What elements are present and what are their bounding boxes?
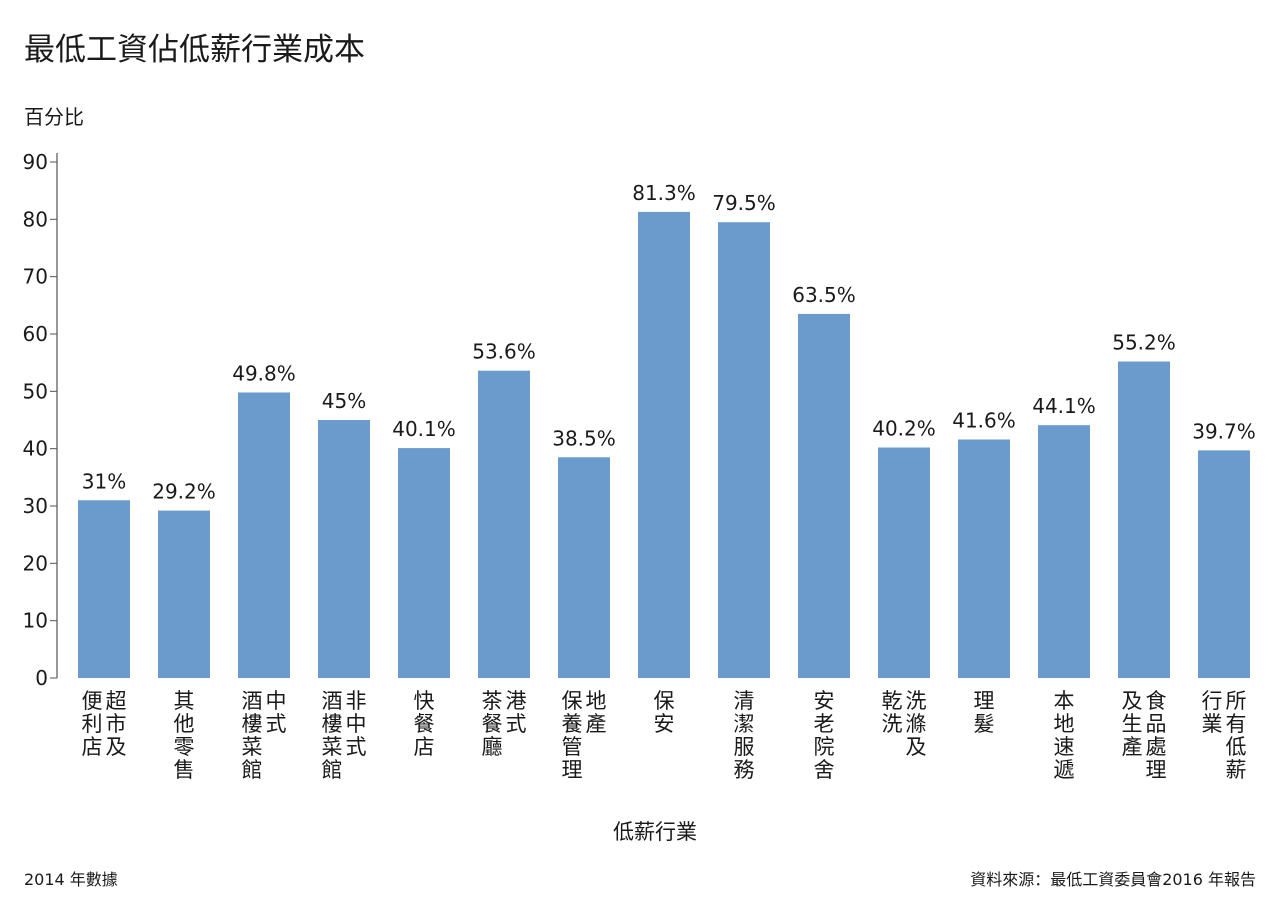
category-label-column: 所有低薪 bbox=[1225, 689, 1247, 782]
source-note: 資料來源：最低工資委員會2016 年報告 bbox=[970, 870, 1256, 889]
category-label: 快餐店 bbox=[413, 690, 435, 759]
category-label: 安老院舍 bbox=[813, 690, 835, 782]
data-label: 53.6% bbox=[472, 340, 536, 364]
data-label: 49.8% bbox=[232, 361, 296, 385]
y-tick-label: 80 bbox=[23, 207, 48, 231]
category-label: 洗滌及乾洗 bbox=[881, 690, 927, 759]
category-label-column: 保養管理 bbox=[561, 689, 583, 782]
y-tick-label: 40 bbox=[23, 437, 48, 461]
category-label-column: 洗滌及 bbox=[905, 689, 927, 759]
category-label: 食品處理及生產 bbox=[1121, 690, 1167, 782]
category-label: 港式茶餐廳 bbox=[481, 690, 527, 759]
bar bbox=[478, 370, 530, 678]
bar bbox=[398, 448, 450, 678]
y-axis-label: 百分比 bbox=[24, 105, 84, 129]
category-label-column: 安老院舍 bbox=[813, 689, 835, 782]
bar bbox=[798, 313, 850, 678]
bar bbox=[78, 500, 130, 678]
bar bbox=[158, 510, 210, 678]
bar bbox=[558, 457, 610, 678]
category-label: 非中式酒樓菜館 bbox=[321, 690, 367, 782]
data-label: 44.1% bbox=[1032, 394, 1096, 418]
category-label-column: 超市及 bbox=[105, 689, 127, 759]
y-tick-label: 50 bbox=[23, 379, 48, 403]
chart-title: 最低工資佔低薪行業成本 bbox=[24, 32, 365, 68]
category-label-column: 行業 bbox=[1201, 689, 1223, 736]
data-label: 81.3% bbox=[632, 181, 696, 205]
y-tick-label: 20 bbox=[23, 551, 48, 575]
category-label-column: 便利店 bbox=[81, 689, 103, 759]
data-label: 29.2% bbox=[152, 480, 216, 504]
data-label: 39.7% bbox=[1192, 419, 1256, 443]
data-label: 63.5% bbox=[792, 283, 856, 307]
category-label-column: 其他零售 bbox=[173, 689, 195, 782]
category-label-column: 酒樓菜館 bbox=[321, 689, 343, 782]
y-tick-label: 90 bbox=[23, 150, 48, 174]
category-label-column: 乾洗 bbox=[881, 689, 903, 736]
data-label: 55.2% bbox=[1112, 331, 1176, 355]
category-label-column: 茶餐廳 bbox=[481, 689, 503, 759]
y-tick-label: 70 bbox=[23, 265, 48, 289]
category-label-column: 港式 bbox=[505, 689, 527, 736]
category-label: 中式酒樓菜館 bbox=[241, 690, 287, 782]
y-tick-label: 10 bbox=[23, 609, 48, 633]
data-label: 40.1% bbox=[392, 417, 456, 441]
category-label: 保安 bbox=[653, 690, 675, 736]
bar bbox=[638, 211, 690, 678]
data-year-note: 2014 年數據 bbox=[24, 870, 118, 889]
x-axis-label: 低薪行業 bbox=[613, 820, 697, 844]
category-label: 地產保養管理 bbox=[561, 690, 607, 782]
y-tick-label: 30 bbox=[23, 494, 48, 518]
bar bbox=[1038, 425, 1090, 678]
category-label: 清潔服務 bbox=[733, 690, 755, 782]
bar bbox=[878, 447, 930, 678]
category-label: 理髮 bbox=[973, 690, 995, 736]
bar bbox=[1198, 450, 1250, 678]
category-label-column: 酒樓菜館 bbox=[241, 689, 263, 782]
data-label: 45% bbox=[322, 389, 366, 413]
bar bbox=[238, 392, 290, 678]
category-label-column: 中式 bbox=[265, 689, 287, 736]
category-label-column: 快餐店 bbox=[413, 689, 435, 759]
data-label: 41.6% bbox=[952, 408, 1016, 432]
category-label-column: 食品處理 bbox=[1145, 689, 1167, 782]
category-label: 其他零售 bbox=[173, 690, 195, 782]
category-label: 超市及便利店 bbox=[81, 690, 127, 759]
data-label: 31% bbox=[82, 469, 126, 493]
category-label: 本地速遞 bbox=[1053, 690, 1075, 782]
category-label-column: 地產 bbox=[585, 689, 607, 736]
bar bbox=[718, 222, 770, 678]
category-label-column: 及生產 bbox=[1121, 689, 1143, 759]
category-label-column: 保安 bbox=[653, 689, 675, 736]
y-tick-label: 0 bbox=[35, 666, 48, 690]
category-label-column: 非中式 bbox=[345, 689, 367, 759]
category-label-column: 清潔服務 bbox=[733, 689, 755, 782]
category-label-column: 本地速遞 bbox=[1053, 689, 1075, 782]
bar bbox=[1118, 361, 1170, 678]
bar bbox=[958, 439, 1010, 678]
data-label: 79.5% bbox=[712, 191, 776, 215]
data-label: 38.5% bbox=[552, 426, 616, 450]
category-label: 所有低薪行業 bbox=[1201, 690, 1247, 782]
y-tick-label: 60 bbox=[23, 322, 48, 346]
data-label: 40.2% bbox=[872, 417, 936, 441]
bar bbox=[318, 420, 370, 678]
category-label-column: 理髮 bbox=[973, 689, 995, 736]
